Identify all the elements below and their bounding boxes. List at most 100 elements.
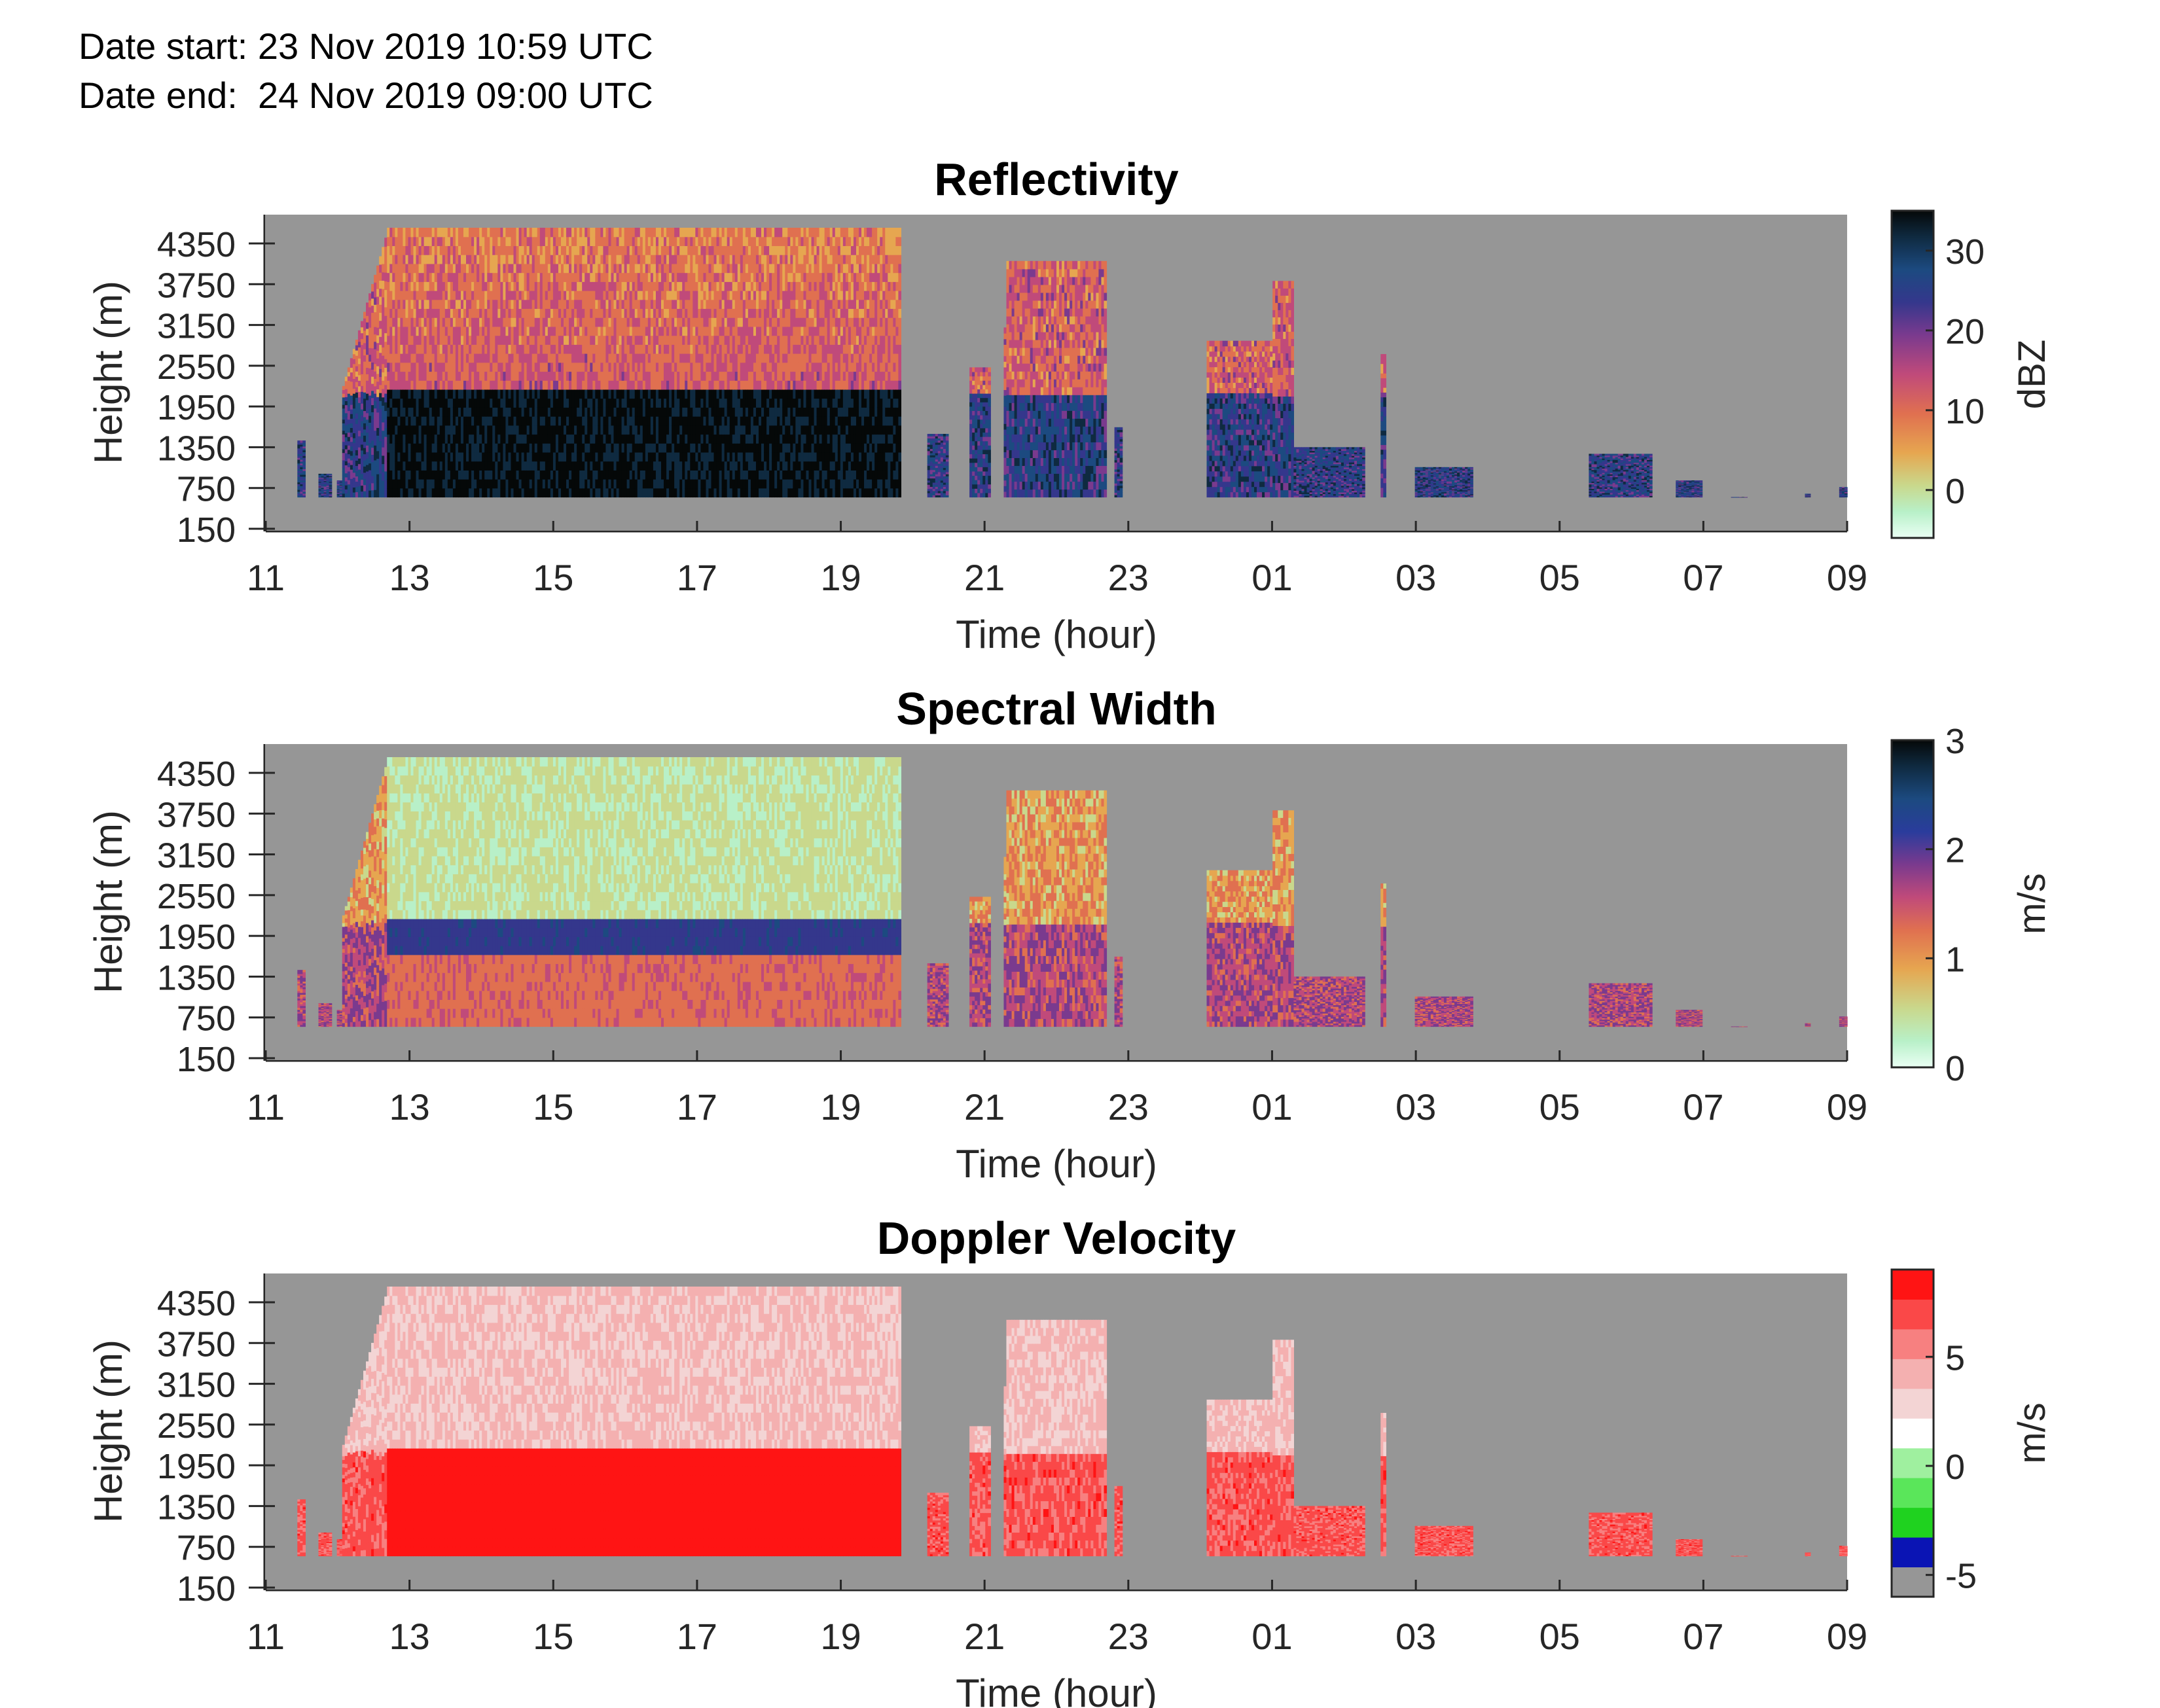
heatmap-cell [645, 228, 649, 238]
heatmap-cell [632, 479, 636, 489]
heatmap-cell [742, 398, 746, 408]
heatmap-cell [674, 326, 677, 336]
heatmap-cell [463, 281, 467, 291]
heatmap-cell [719, 291, 723, 300]
heatmap-cell [703, 308, 707, 318]
heatmap-cell [647, 371, 651, 381]
heatmap-cell [729, 479, 733, 489]
heatmap-cell [690, 299, 693, 310]
heatmap-cell [647, 362, 651, 372]
heatmap-cell [395, 263, 398, 274]
heatmap-cell [669, 236, 672, 247]
heatmap-cell [495, 371, 498, 381]
heatmap-cell [429, 434, 433, 444]
heatmap-cell [531, 488, 535, 498]
heatmap-cell [645, 380, 649, 390]
heatmap-cell [595, 291, 598, 300]
heatmap-cell [732, 326, 736, 336]
heatmap-cell [664, 416, 667, 426]
heatmap-cell [418, 308, 422, 318]
heatmap-cell [600, 452, 604, 462]
heatmap-cell [639, 272, 643, 282]
heatmap-cell [619, 344, 622, 354]
heatmap-cell [450, 245, 454, 255]
heatmap-cell [531, 371, 535, 381]
heatmap-cell [429, 335, 433, 345]
heatmap-cell [366, 361, 369, 368]
heatmap-cell [706, 443, 710, 453]
heatmap-cell [732, 371, 736, 381]
heatmap-cell [321, 491, 325, 492]
heatmap-cell [619, 228, 622, 238]
heatmap-cell [421, 434, 425, 444]
heatmap-cell [500, 281, 503, 291]
heatmap-cell [329, 491, 333, 493]
heatmap-cell [524, 317, 528, 327]
heatmap-cell [363, 435, 367, 442]
heatmap-cell [642, 245, 646, 255]
heatmap-cell [598, 272, 601, 282]
heatmap-cell [423, 443, 427, 453]
heatmap-cell [490, 299, 493, 310]
heatmap-cell [727, 452, 730, 462]
heatmap-cell [724, 326, 728, 336]
heatmap-cell [395, 443, 398, 453]
heatmap-cell [571, 461, 575, 471]
heatmap-cell [400, 389, 403, 399]
heatmap-cell [452, 281, 456, 291]
heatmap-cell [379, 328, 382, 337]
heatmap-cell [382, 330, 385, 340]
heatmap-cell [732, 416, 736, 426]
heatmap-cell [639, 228, 643, 238]
heatmap-cell [558, 371, 562, 381]
heatmap-cell [600, 255, 604, 264]
heatmap-cell [708, 335, 712, 345]
heatmap-cell [698, 281, 701, 291]
heatmap-cell [376, 489, 380, 498]
heatmap-cell [405, 344, 409, 354]
heatmap-cell [653, 407, 657, 417]
heatmap-cell [682, 488, 685, 498]
heatmap-cell [503, 416, 507, 426]
heatmap-cell [685, 425, 688, 435]
heatmap-cell [690, 452, 693, 462]
heatmap-cell [503, 407, 507, 417]
heatmap-cell [674, 488, 677, 498]
heatmap-cell [357, 469, 361, 476]
heatmap-cell [452, 425, 456, 435]
heatmap-cell [503, 398, 507, 408]
heatmap-cell [647, 488, 651, 498]
heatmap-cell [329, 480, 333, 482]
heatmap-cell [734, 272, 738, 282]
heatmap-cell [482, 335, 485, 345]
heatmap-cell [721, 281, 725, 291]
heatmap-cell [400, 434, 403, 444]
heatmap-cell [658, 245, 662, 255]
heatmap-cell [674, 236, 677, 247]
heatmap-cell [429, 407, 433, 417]
heatmap-cell [524, 416, 528, 426]
heatmap-cell [587, 461, 590, 471]
heatmap-cell [521, 362, 525, 372]
heatmap-cell [326, 478, 330, 480]
heatmap-cell [397, 443, 401, 453]
heatmap-cell [706, 452, 710, 462]
heatmap-cell [326, 488, 330, 490]
heatmap-cell [466, 335, 469, 345]
heatmap-cell [463, 470, 467, 480]
heatmap-cell [611, 344, 615, 354]
heatmap-cell [300, 452, 303, 454]
heatmap-cell [658, 461, 662, 471]
heatmap-cell [463, 371, 467, 381]
heatmap-cell [371, 347, 374, 356]
heatmap-cell [669, 479, 672, 489]
heatmap-cell [619, 443, 622, 453]
heatmap-cell [516, 263, 520, 274]
heatmap-cell [539, 479, 543, 489]
heatmap-cell [344, 444, 348, 450]
heatmap-cell [742, 425, 746, 435]
heatmap-cell [637, 398, 641, 408]
heatmap-cell [690, 434, 693, 444]
heatmap-cell [706, 272, 710, 282]
heatmap-cell [566, 335, 569, 345]
